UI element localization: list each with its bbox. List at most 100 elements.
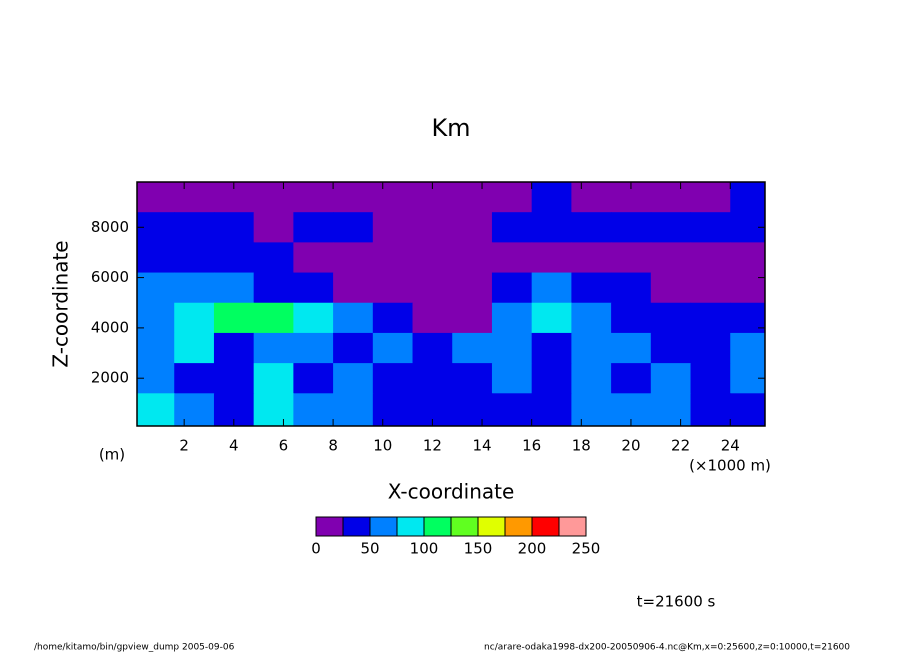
field-cell [452, 302, 493, 334]
field-cell [372, 272, 414, 304]
field-cell [531, 363, 572, 394]
field-cell [293, 272, 334, 304]
field-cell [452, 332, 493, 364]
field-cell [730, 393, 766, 427]
field-cell [491, 393, 533, 427]
field-cell [650, 272, 692, 304]
field-cell [174, 242, 215, 274]
x-tick-label: 12 [423, 437, 442, 455]
field-cell [452, 212, 493, 243]
field-cell [253, 332, 294, 364]
field-cell [372, 242, 414, 274]
field-cell [293, 182, 334, 213]
field-cell [611, 302, 652, 334]
field-cell [650, 212, 692, 243]
annotation: t=21600 s [637, 593, 716, 611]
field-cell [571, 393, 612, 427]
field-cell [491, 182, 533, 213]
field-cell [213, 212, 255, 243]
colorbar-label: 0 [311, 540, 321, 558]
field-cell [253, 363, 294, 394]
field-cell [213, 242, 255, 274]
footer-left: /home/kitamo/bin/gpview_dump 2005-09-06 [34, 643, 235, 653]
footer-right: nc/arare-odaka1998-dx200-20050906-4.nc@K… [484, 643, 850, 653]
field-cell [531, 212, 572, 243]
x-tick-label: 16 [522, 437, 541, 455]
x-tick-label: 24 [721, 437, 740, 455]
field-cell [531, 332, 572, 364]
x-axis-label: X-coordinate [388, 480, 515, 504]
field-cell [531, 182, 572, 213]
field-cell [690, 212, 731, 243]
field-cell [372, 332, 414, 364]
field-cell [213, 332, 255, 364]
field-cell [531, 393, 572, 427]
field-cell [650, 242, 692, 274]
field-cell [571, 302, 612, 334]
colorbar-box [423, 516, 452, 537]
field-cell [174, 272, 215, 304]
x-unit: (×1000 m) [689, 457, 771, 475]
field-cell [174, 393, 215, 427]
field-cell [491, 242, 533, 274]
field-cell [412, 212, 453, 243]
x-tick-label: 8 [328, 437, 338, 455]
field-cell [253, 272, 294, 304]
field-cell [452, 363, 493, 394]
field-cell [174, 212, 215, 243]
field-cell [293, 212, 334, 243]
field-cell [137, 332, 175, 364]
colorbar-label: 100 [410, 540, 439, 558]
y-unit: (m) [99, 446, 125, 464]
x-tick-label: 6 [279, 437, 289, 455]
field-cell [690, 363, 731, 394]
field-cell [611, 272, 652, 304]
field-cell [491, 332, 533, 364]
y-tick-label: 2000 [91, 369, 129, 387]
field-cell [571, 363, 612, 394]
field-cell [452, 242, 493, 274]
field-cell [531, 302, 572, 334]
field-cell [611, 242, 652, 274]
x-tick-label: 14 [472, 437, 491, 455]
field-cell [730, 182, 766, 213]
field-cell [690, 302, 731, 334]
field-cell [333, 212, 374, 243]
field-cell [253, 242, 294, 274]
field-cell [412, 332, 453, 364]
field-cell [491, 302, 533, 334]
colorbar-box [504, 516, 533, 537]
field-cell [333, 363, 374, 394]
colorbar-box [315, 516, 344, 537]
field-cell [611, 363, 652, 394]
colorbar-label: 200 [518, 540, 547, 558]
y-tick-label: 4000 [91, 318, 129, 336]
field-cell [571, 212, 612, 243]
field-cell [690, 242, 731, 274]
field-cell [137, 302, 175, 334]
field-cell [333, 272, 374, 304]
field-cell [137, 242, 175, 274]
field-cell [491, 212, 533, 243]
field-cell [571, 272, 612, 304]
colorbar-box [342, 516, 371, 537]
field-cell [571, 182, 612, 213]
field-cell [491, 363, 533, 394]
field-cell [650, 182, 692, 213]
field-cell [452, 393, 493, 427]
colorbar-label: 150 [464, 540, 493, 558]
field-cell [571, 332, 612, 364]
field-cell [372, 182, 414, 213]
field-cell [253, 212, 294, 243]
field-cell [730, 242, 766, 274]
field-cell [412, 242, 453, 274]
x-tick-label: 10 [373, 437, 392, 455]
field-cell [372, 363, 414, 394]
field-cell [690, 182, 731, 213]
y-axis-label: Z-coordinate [49, 240, 73, 367]
field-cell [293, 242, 334, 274]
field-cell [650, 332, 692, 364]
colorbar-box [369, 516, 398, 537]
x-tick-label: 18 [572, 437, 591, 455]
